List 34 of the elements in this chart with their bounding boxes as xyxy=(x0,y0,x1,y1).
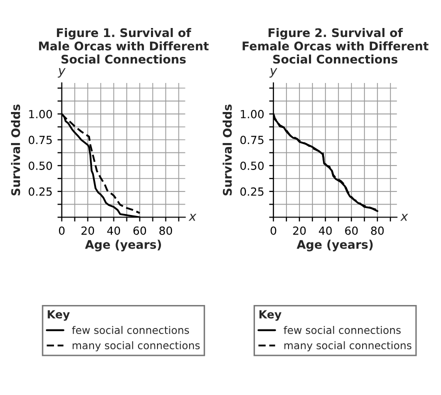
x-tick-label: 60 xyxy=(133,226,146,235)
chart-title: Figure 1. Survival of Male Orcas with Different Social Connections xyxy=(39,28,209,64)
y-tick-label: 1.00 xyxy=(240,110,264,118)
x-tick-label: 40 xyxy=(107,226,120,235)
text: y xyxy=(269,68,278,78)
x-axis-title: Age (years) xyxy=(296,240,373,252)
legend-label: few social connections xyxy=(72,326,189,334)
x-tick-label: 20 xyxy=(293,226,306,235)
y-tick-label: 0.50 xyxy=(28,162,52,170)
y-tick-label: 0.75 xyxy=(28,136,52,144)
x-tick-label: 80 xyxy=(371,226,384,235)
legend-label: many social connections xyxy=(72,341,200,352)
legend-label: many social connections xyxy=(284,341,412,352)
x-tick-label: 0 xyxy=(58,226,65,235)
legend-title: Key xyxy=(48,310,70,321)
text: x xyxy=(400,214,408,221)
legend-label: few social connections xyxy=(284,326,401,334)
x-tick-label: 20 xyxy=(81,226,94,235)
x-tick-label: 0 xyxy=(270,226,276,235)
y-tick-label: 0.25 xyxy=(240,187,264,196)
x-axis-title: Age (years) xyxy=(85,240,161,252)
y-tick-label: 0.25 xyxy=(28,187,52,196)
y-tick-label: 0.75 xyxy=(240,136,264,144)
y-axis-title: Survival Odds xyxy=(10,104,20,196)
y-tick-label: 1.00 xyxy=(29,110,52,118)
y-tick-label: 0.50 xyxy=(240,162,264,170)
chart-title: Figure 2. Survival of Female Orcas with Different Social Connections xyxy=(242,28,428,64)
x-tick-label: 60 xyxy=(345,226,358,235)
text: x xyxy=(188,214,196,221)
legend-title: Key xyxy=(259,310,282,321)
text: y xyxy=(58,68,66,78)
y-axis-title: Survival Odds xyxy=(222,104,232,196)
x-tick-label: 80 xyxy=(159,226,172,235)
x-tick-label: 40 xyxy=(318,226,332,235)
